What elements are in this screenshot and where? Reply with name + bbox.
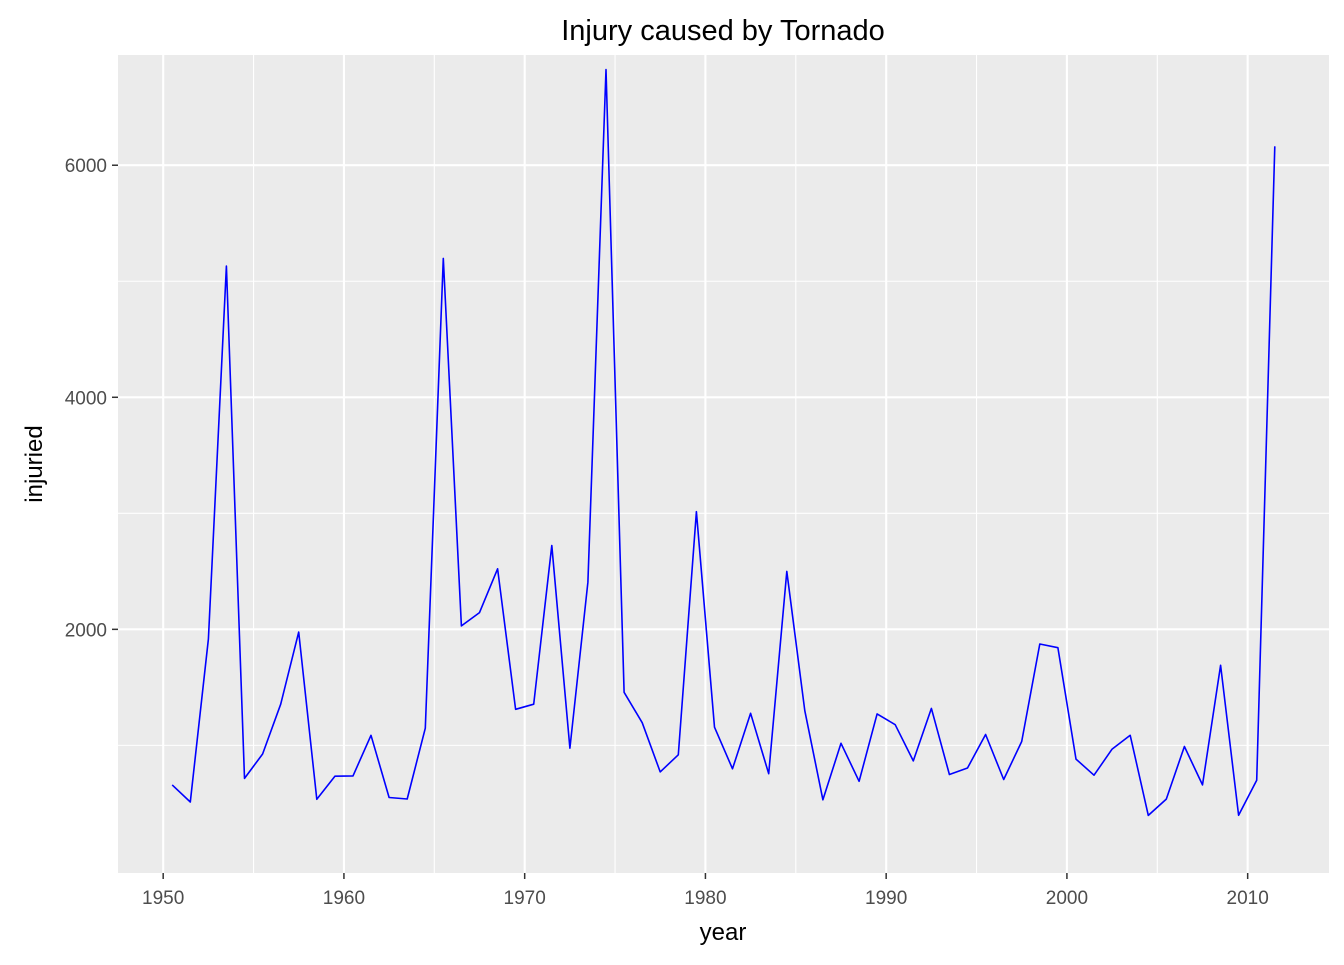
x-axis: 1950 1960 1970 1980 1990 2000 2010 bbox=[142, 873, 1269, 909]
minor-gridlines bbox=[118, 55, 1329, 873]
panel-background bbox=[118, 55, 1329, 873]
x-tick-label: 1950 bbox=[142, 888, 184, 909]
x-tick-label: 1970 bbox=[504, 888, 546, 909]
x-tick-label: 1990 bbox=[865, 888, 907, 909]
y-tick-label: 2000 bbox=[65, 620, 107, 641]
chart-title: Injury caused by Tornado bbox=[561, 15, 885, 47]
y-tick-label: 6000 bbox=[65, 156, 107, 177]
y-tick-label: 4000 bbox=[65, 388, 107, 409]
y-axis-title: injuried bbox=[21, 425, 48, 502]
x-tick-label: 1980 bbox=[684, 888, 726, 909]
x-axis-title: year bbox=[700, 919, 747, 946]
x-tick-label: 2010 bbox=[1227, 888, 1269, 909]
series-layer bbox=[171, 68, 1276, 817]
x-tick-label: 2000 bbox=[1046, 888, 1088, 909]
major-gridlines bbox=[118, 55, 1329, 873]
x-tick-label: 1960 bbox=[323, 888, 365, 909]
series-line bbox=[171, 68, 1276, 817]
y-axis: 2000 4000 6000 bbox=[65, 156, 118, 641]
